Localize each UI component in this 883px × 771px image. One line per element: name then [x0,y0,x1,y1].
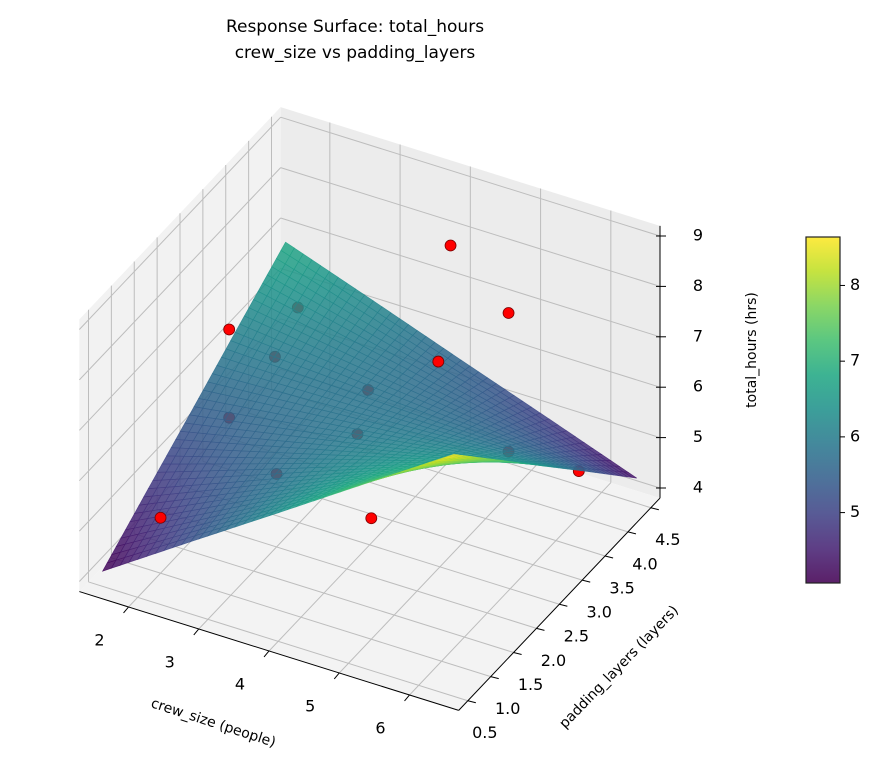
y-tick-label: 0.5 [472,723,497,742]
x-tick-label: 5 [305,696,315,715]
y-tick-mark [468,701,476,703]
y-tick-mark [628,532,636,534]
y-tick-mark [651,508,659,510]
data-point [224,324,235,335]
y-tick-label: 4.0 [632,554,657,573]
y-tick-mark [514,652,522,654]
z-tick-label: 8 [693,276,703,295]
x-tick-mark [124,607,129,613]
y-tick-mark [605,556,613,558]
data-point [503,308,514,319]
z-tick-label: 9 [693,226,703,245]
z-axis-label: total_hours (hrs) [744,292,760,408]
x-tick-mark [264,651,269,657]
z-tick-label: 6 [693,377,703,396]
data-point [445,240,456,251]
y-tick-label: 4.5 [655,530,680,549]
colorbar-tick-label: 6 [850,426,860,445]
x-tick-mark [194,629,199,635]
y-tick-mark [491,677,499,679]
y-axis-label: padding_layers (layers) [556,603,682,732]
chart-title-line-2: crew_size vs padding_layers [235,43,476,63]
y-tick-label: 3.5 [609,578,634,597]
x-tick-label: 2 [94,630,104,649]
x-axis-label: crew_size (people) [149,695,278,750]
x-tick-label: 4 [235,674,245,693]
x-tick-mark [405,695,410,701]
y-tick-label: 1.0 [495,699,520,718]
chart-title-line-1: Response Surface: total_hours [226,17,484,37]
x-tick-label: 6 [375,718,385,737]
y-tick-label: 3.0 [586,603,611,622]
colorbar: 5 6 7 8 [806,237,860,583]
data-point [366,513,377,524]
y-tick-label: 2.5 [564,627,589,646]
colorbar-gradient [806,237,840,583]
colorbar-tick-label: 7 [850,351,860,370]
data-point [433,356,444,367]
y-tick-mark [559,604,567,606]
y-tick-label: 2.0 [541,651,566,670]
data-point [155,512,166,523]
colorbar-tick-label: 8 [850,275,860,294]
y-tick-mark [582,580,590,582]
y-tick-label: 1.5 [518,675,543,694]
z-tick-label: 5 [693,427,703,446]
y-tick-mark [536,628,544,630]
x-tick-mark [334,673,339,679]
colorbar-tick-label: 5 [850,502,860,521]
x-tick-label: 3 [165,652,175,671]
z-tick-label: 7 [693,326,703,345]
z-tick-label: 4 [693,478,703,497]
